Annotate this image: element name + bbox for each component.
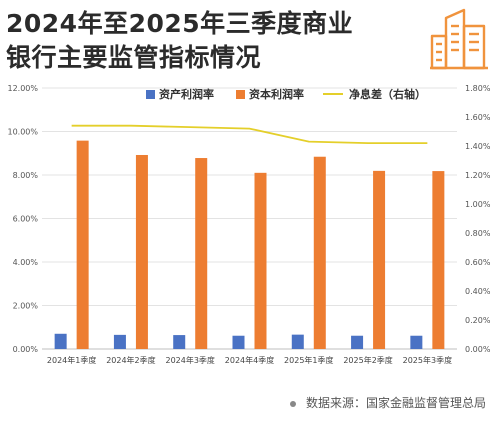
roe-bar (432, 171, 445, 349)
legend-swatch-roa (146, 90, 155, 99)
bullet-dot-icon (289, 400, 296, 407)
x-axis-tick-label: 2025年1季度 (284, 355, 333, 365)
left-axis-tick-label: 10.00% (7, 128, 38, 137)
x-axis-tick-label: 2024年3季度 (165, 355, 214, 365)
right-axis-tick-label: 1.00% (465, 200, 491, 209)
roa-bar (351, 335, 364, 349)
source-text: 数据来源：国家金融监督管理总局 (305, 396, 486, 410)
roa-bar (291, 334, 304, 349)
roe-bar (195, 158, 208, 349)
x-axis-tick-label: 2024年2季度 (106, 355, 155, 365)
left-axis-tick-label: 4.00% (13, 258, 39, 267)
right-axis-tick-label: 0.40% (465, 287, 491, 296)
legend-swatch-roe (236, 90, 245, 99)
x-axis-tick-label: 2025年2季度 (343, 355, 392, 365)
city-buildings-icon (430, 8, 488, 70)
right-axis-tick-label: 1.20% (465, 171, 491, 180)
legend-label-roe: 资本利润率 (249, 87, 304, 101)
nim-line (71, 124, 428, 144)
roe-bar (254, 172, 267, 349)
roa-bar (113, 334, 126, 349)
left-axis-tick-label: 12.00% (7, 84, 38, 93)
x-axis-tick-label: 2024年1季度 (47, 355, 96, 365)
roe-bar (135, 154, 148, 349)
right-axis-tick-label: 1.60% (465, 113, 491, 122)
combo-chart: 0.00% 2.00% 4.00% 6.00% 8.00% 10.00% 12.00% 0.0… (7, 84, 491, 365)
right-axis-tick-label: 0.20% (465, 316, 491, 325)
legend-label-nim: 净息差（右轴） (349, 87, 426, 101)
roa-bar (410, 335, 423, 349)
roa-bar (173, 335, 186, 349)
right-axis-tick-label: 0.00% (465, 345, 491, 354)
roe-bar (373, 170, 386, 349)
left-axis-tick-label: 2.00% (13, 302, 39, 311)
roa-bar (232, 335, 245, 349)
chart-title-line2: 银行主要监管指标情况 (6, 43, 262, 72)
chart-title-line1: 2024年至2025年三季度商业 (6, 9, 354, 38)
legend-label-roa: 资产利润率 (159, 87, 214, 101)
x-axis-tick-label: 2025年3季度 (403, 355, 452, 365)
source-note: 数据来源：国家金融监督管理总局 (289, 394, 486, 411)
right-axis-tick-label: 1.40% (465, 142, 491, 151)
right-axis-tick-label: 1.80% (465, 84, 491, 93)
left-axis-tick-label: 0.00% (13, 345, 39, 354)
roe-bar (313, 156, 326, 349)
roe-bar (76, 140, 89, 349)
right-axis-tick-label: 0.60% (465, 258, 491, 267)
left-axis-tick-label: 8.00% (13, 171, 39, 180)
left-axis-tick-label: 6.00% (13, 215, 39, 224)
right-axis-tick-label: 0.80% (465, 229, 491, 238)
x-axis-tick-label: 2024年4季度 (225, 355, 274, 365)
chart-area: 0.00% 2.00% 4.00% 6.00% 8.00% 10.00% 12.00% 0.0… (0, 78, 500, 382)
roa-bar (54, 333, 67, 349)
